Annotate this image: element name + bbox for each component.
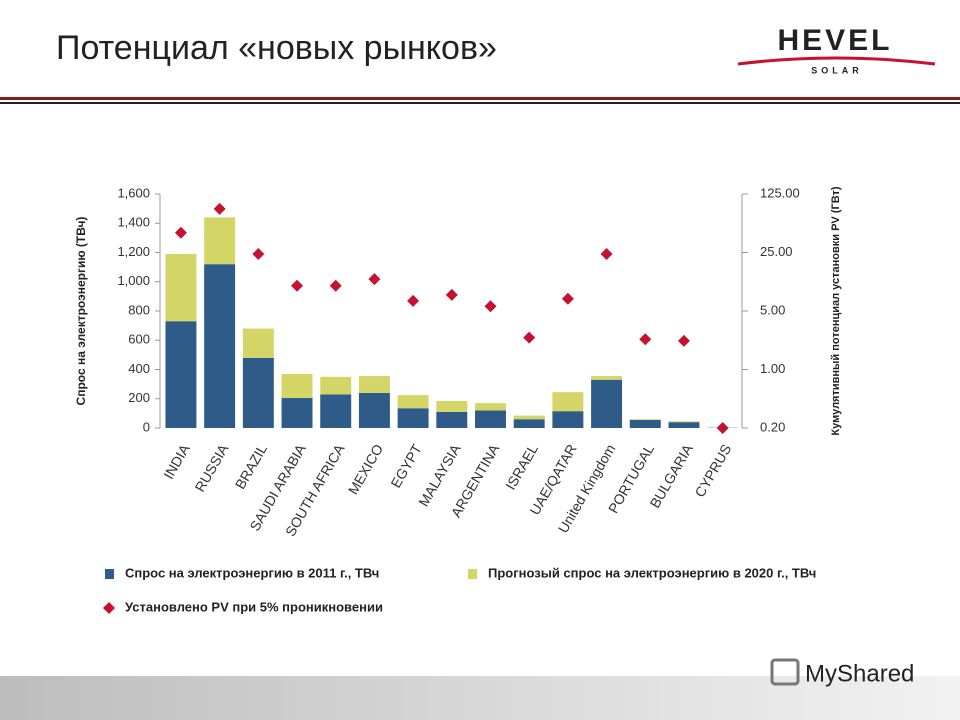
bar [552,411,584,428]
x-tick-label: BRAZIL [232,441,270,492]
footer-band [0,676,960,720]
bar [281,373,313,399]
diamond-marker [639,333,652,346]
y-tick-label: 200 [128,390,150,405]
bar [629,419,661,420]
header-rule [0,102,960,104]
bar [358,392,390,428]
x-tick-label: ISRAEL [502,441,541,492]
y-tick-label: 1,200 [117,244,150,259]
bar [320,376,352,395]
bar [552,392,584,412]
diamond-marker [291,279,304,292]
legend-label: Прогнозый спрос на электроэнергию в 2020… [488,565,816,580]
bar [591,376,623,380]
diamond-marker [600,247,613,260]
legend-label: Установлено PV при 5% проникновении [125,599,383,614]
bar [436,400,468,412]
y2-tick-label: 1.00 [760,361,785,376]
bar [436,411,468,428]
diamond-marker [174,226,187,239]
diamond-marker [368,273,381,286]
bar [165,321,197,428]
diamond-marker [677,334,690,347]
x-tick-label: CYPRUS [691,441,734,500]
bar [513,419,545,428]
y-tick-label: 1,000 [117,273,150,288]
slide-title: Потенциал «новых рынков» [56,29,497,67]
y-tick-label: 400 [128,361,150,376]
y-axis-label: Спрос на электроэнергию (ТВч) [74,217,88,406]
bar [204,264,236,428]
y2-axis-label: Кумулятивный потенциал установки PV (ГВт… [830,186,842,435]
logo-name: HEVEL [777,24,892,57]
bar [242,328,274,358]
bar [397,395,429,409]
bar [475,410,506,428]
y2-tick-label: 25.00 [760,244,793,259]
diamond-marker [716,422,729,434]
bar [629,419,661,428]
diamond-marker [329,279,342,292]
y-tick-label: 0 [143,419,150,434]
legend-swatch [105,569,114,579]
logo-swoosh [737,56,936,66]
legend-label: Спрос на электроэнергию в 2011 г., ТВч [125,565,379,580]
diamond-marker [523,331,536,344]
header-rule [0,97,960,100]
diamond-marker [213,202,226,215]
bar [165,253,197,322]
y2-tick-label: 0.20 [760,419,785,434]
y-tick-label: 1,600 [117,185,150,200]
x-tick-label: EGYPT [387,441,425,490]
legend-marker [103,602,115,614]
watermark: MyShared [805,660,914,687]
legend-swatch [468,569,477,579]
bar [242,357,274,428]
y-tick-label: 1,400 [117,215,150,230]
x-tick-label: RUSSIA [192,441,232,495]
diamond-marker [252,247,265,260]
x-tick-label: INDIA [160,441,193,482]
bar [358,376,390,393]
bar [320,394,352,428]
bar [668,421,700,423]
y-tick-label: 800 [128,302,150,317]
y-tick-label: 600 [128,332,150,347]
x-tick-label: MEXICO [345,441,387,497]
bar [281,398,313,428]
diamond-marker [407,294,420,307]
bar [204,217,236,265]
logo-tagline: SOLAR [811,65,863,75]
bar [475,403,506,411]
y2-tick-label: 125.00 [760,185,800,200]
watermark-icon [770,658,800,686]
bar [513,415,545,420]
diamond-marker [445,288,458,301]
diamond-marker [561,292,574,305]
bar [591,379,623,428]
y2-tick-label: 5.00 [760,302,785,317]
bar [668,422,700,428]
bar [397,408,429,428]
diamond-marker [484,300,497,313]
